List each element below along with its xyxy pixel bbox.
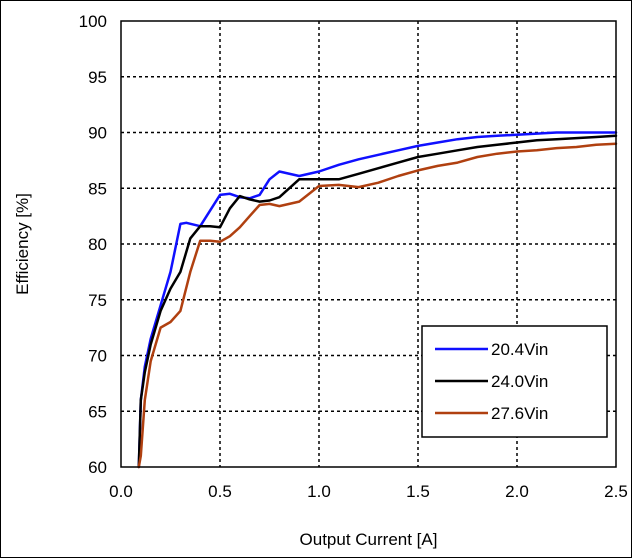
- legend-label-2: 27.6Vin: [491, 404, 548, 423]
- y-tick-label: 60: [88, 458, 107, 477]
- x-tick-label: 2.5: [604, 482, 628, 501]
- y-tick-label: 75: [88, 291, 107, 310]
- x-tick-label: 1.0: [307, 482, 331, 501]
- y-tick-label: 85: [88, 179, 107, 198]
- legend: 20.4Vin 24.0Vin 27.6Vin: [421, 325, 608, 438]
- x-tick-label: 0.5: [208, 482, 232, 501]
- y-tick-label: 65: [88, 402, 107, 421]
- x-axis-title: Output Current [A]: [300, 530, 438, 549]
- series-line-2: [137, 142, 618, 469]
- x-tick-labels: 0.0 0.5 1.0 1.5 2.0 2.5: [109, 482, 628, 501]
- y-tick-label: 100: [79, 12, 107, 31]
- series-line-1: [137, 134, 618, 469]
- legend-label-1: 24.0Vin: [491, 372, 548, 391]
- y-axis-title: Efficiency [%]: [13, 193, 32, 295]
- plot-area-frame: [120, 20, 617, 468]
- y-tick-label: 70: [88, 347, 107, 366]
- y-tick-labels: 60 65 70 75 80 85 90 95 100: [79, 12, 107, 477]
- x-tick-label: 0.0: [109, 482, 133, 501]
- series-lines: [137, 131, 618, 469]
- x-tick-label: 1.5: [406, 482, 430, 501]
- legend-label-0: 20.4Vin: [491, 340, 548, 359]
- series-line-0: [137, 131, 618, 469]
- x-tick-label: 2.0: [505, 482, 529, 501]
- grid: [121, 21, 616, 467]
- y-tick-label: 80: [88, 235, 107, 254]
- y-tick-label: 90: [88, 124, 107, 143]
- y-tick-label: 95: [88, 68, 107, 87]
